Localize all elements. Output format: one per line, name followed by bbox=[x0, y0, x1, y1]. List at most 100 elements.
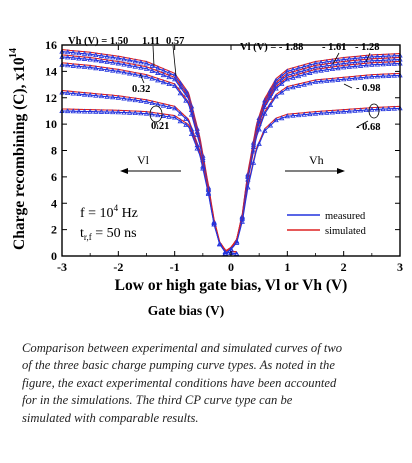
x-tick-label: -1 bbox=[170, 260, 180, 274]
measured-point bbox=[166, 104, 172, 109]
measured-point bbox=[76, 108, 82, 114]
vh-value-4-label: 0.32 bbox=[132, 84, 150, 95]
measured-point bbox=[149, 75, 155, 81]
measured-point bbox=[352, 107, 358, 113]
measured-point bbox=[295, 83, 302, 88]
measured-point bbox=[256, 126, 262, 132]
measured-point bbox=[295, 73, 302, 79]
measured-point bbox=[149, 63, 155, 68]
vh-header-label: Vh (V) = 1.50 bbox=[68, 36, 128, 47]
measured-point bbox=[200, 165, 206, 171]
x-tick-label: -2 bbox=[113, 260, 123, 274]
measured-point bbox=[115, 109, 122, 115]
plot-area bbox=[62, 45, 400, 256]
figure-caption: Comparison between experimental and simu… bbox=[22, 341, 343, 425]
measured-point bbox=[143, 110, 150, 116]
vl-arrow-label: Vl bbox=[137, 153, 150, 167]
measured-point bbox=[340, 76, 347, 82]
measured-point bbox=[273, 85, 279, 91]
measured-point bbox=[70, 49, 76, 55]
x-axis-subtitle: Gate bias (V) bbox=[148, 303, 225, 318]
measured-point bbox=[329, 109, 336, 115]
y-tick-label: 14 bbox=[45, 64, 57, 78]
y-tick-label: 16 bbox=[45, 38, 57, 52]
measured-point bbox=[104, 66, 110, 72]
measured-point bbox=[166, 81, 172, 87]
measured-point bbox=[76, 91, 82, 97]
x-tick-label: 1 bbox=[284, 260, 290, 274]
measured-point bbox=[380, 73, 386, 79]
measured-point bbox=[98, 93, 105, 99]
vl-value-5-label: - 0.68 bbox=[356, 122, 381, 133]
measured-point bbox=[329, 66, 336, 72]
measured-point bbox=[188, 111, 195, 117]
measured-point bbox=[267, 94, 274, 100]
measured-point bbox=[374, 61, 381, 67]
measured-point bbox=[76, 55, 82, 61]
measured-point bbox=[262, 127, 268, 133]
measured-point bbox=[160, 79, 167, 85]
measured-point bbox=[110, 54, 116, 60]
measured-point bbox=[110, 59, 116, 65]
measured-point bbox=[132, 58, 138, 64]
measured-point bbox=[307, 111, 313, 117]
measured-point bbox=[76, 50, 82, 56]
legend-measured-label: measured bbox=[325, 211, 366, 222]
vh-value-5-label: 0.21 bbox=[151, 121, 169, 132]
measured-point bbox=[143, 73, 150, 79]
measured-point bbox=[245, 184, 251, 190]
measured-point bbox=[81, 50, 88, 56]
x-tick-label: -3 bbox=[57, 260, 67, 274]
measured-point bbox=[87, 56, 93, 62]
measured-point bbox=[346, 64, 352, 69]
measured-point bbox=[121, 109, 127, 115]
vl-oval-marker bbox=[368, 103, 380, 119]
measured-point bbox=[64, 49, 71, 55]
measured-point bbox=[132, 97, 138, 103]
measured-point bbox=[126, 96, 133, 102]
measured-point bbox=[335, 109, 341, 114]
measured-point bbox=[340, 64, 347, 70]
measured-point bbox=[386, 106, 392, 111]
measured-point bbox=[143, 98, 150, 104]
y-tick-label: 10 bbox=[45, 117, 57, 131]
measured-point bbox=[391, 105, 398, 111]
measured-point bbox=[64, 54, 71, 60]
measured-point bbox=[279, 89, 285, 95]
measured-point bbox=[340, 108, 347, 114]
measured-point bbox=[279, 81, 285, 86]
x-tick-label: 3 bbox=[397, 260, 403, 274]
measured-point bbox=[166, 74, 172, 80]
measured-point bbox=[160, 102, 167, 108]
measured-point bbox=[363, 74, 369, 80]
measured-point bbox=[386, 73, 392, 78]
vl-series-4 bbox=[222, 105, 403, 256]
measured-point bbox=[194, 145, 200, 151]
measured-point bbox=[126, 109, 133, 115]
measured-point bbox=[115, 68, 122, 74]
measured-point bbox=[160, 113, 167, 118]
measured-point bbox=[363, 62, 369, 68]
measured-point bbox=[81, 56, 88, 61]
measured-point bbox=[188, 131, 195, 137]
measured-point bbox=[110, 67, 116, 73]
measured-point bbox=[98, 58, 105, 64]
measured-point bbox=[93, 108, 99, 114]
measured-point bbox=[211, 221, 217, 227]
measured-point bbox=[138, 98, 144, 103]
vl-value-3-label: - 1.28 bbox=[355, 42, 380, 53]
measured-point bbox=[357, 74, 364, 80]
y-tick-label: 2 bbox=[51, 223, 57, 237]
legend-simulated-label: simulated bbox=[325, 226, 367, 237]
measured-point bbox=[98, 66, 105, 72]
measured-point bbox=[121, 56, 127, 62]
measured-point bbox=[312, 79, 319, 84]
y-axis-title: Charge recombining (C), x10 bbox=[11, 57, 28, 250]
measured-point bbox=[177, 84, 183, 90]
measured-point bbox=[70, 63, 76, 68]
measured-point bbox=[273, 93, 279, 99]
measured-point bbox=[273, 117, 279, 123]
measured-point bbox=[121, 69, 127, 75]
